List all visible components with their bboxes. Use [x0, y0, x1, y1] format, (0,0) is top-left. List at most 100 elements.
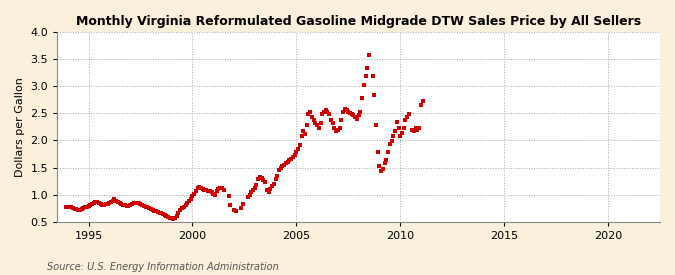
- Point: [301, 123, 312, 127]
- Point: [209, 192, 220, 197]
- Point: [189, 191, 200, 196]
- Point: [94, 201, 105, 205]
- Point: [310, 121, 321, 125]
- Point: [346, 112, 357, 117]
- Point: [291, 150, 302, 155]
- Point: [277, 164, 288, 169]
- Point: [140, 204, 151, 209]
- Point: [236, 206, 246, 210]
- Point: [107, 198, 118, 203]
- Point: [175, 208, 186, 212]
- Point: [182, 201, 192, 205]
- Point: [166, 216, 177, 221]
- Point: [249, 186, 260, 190]
- Point: [114, 200, 125, 205]
- Point: [101, 202, 111, 207]
- Point: [385, 142, 396, 146]
- Point: [325, 118, 336, 122]
- Point: [256, 176, 267, 181]
- Point: [99, 203, 109, 208]
- Point: [392, 120, 402, 125]
- Point: [261, 188, 272, 192]
- Point: [88, 200, 99, 205]
- Point: [217, 186, 227, 190]
- Point: [163, 215, 173, 219]
- Point: [412, 127, 423, 132]
- Point: [338, 109, 348, 114]
- Point: [104, 200, 115, 205]
- Point: [130, 200, 140, 205]
- Point: [74, 208, 85, 212]
- Point: [353, 113, 364, 118]
- Point: [223, 194, 234, 198]
- Point: [95, 202, 106, 207]
- Point: [282, 160, 293, 164]
- Point: [165, 216, 176, 220]
- Point: [334, 126, 345, 130]
- Point: [177, 205, 188, 210]
- Point: [298, 128, 308, 133]
- Point: [340, 107, 350, 111]
- Point: [213, 187, 224, 191]
- Point: [116, 202, 127, 206]
- Point: [86, 202, 97, 206]
- Point: [118, 203, 129, 207]
- Point: [260, 180, 271, 184]
- Point: [132, 200, 142, 205]
- Point: [269, 182, 279, 186]
- Point: [173, 210, 184, 215]
- Point: [251, 183, 262, 187]
- Point: [135, 202, 146, 206]
- Point: [242, 195, 253, 200]
- Point: [402, 115, 412, 119]
- Point: [97, 203, 108, 208]
- Point: [377, 166, 388, 171]
- Point: [61, 205, 72, 209]
- Y-axis label: Dollars per Gallon: Dollars per Gallon: [15, 77, 25, 177]
- Point: [308, 118, 319, 122]
- Point: [416, 103, 427, 107]
- Point: [395, 134, 406, 138]
- Point: [303, 112, 314, 117]
- Point: [352, 117, 362, 121]
- Point: [211, 189, 222, 194]
- Point: [128, 201, 139, 205]
- Point: [105, 199, 116, 204]
- Point: [376, 169, 387, 174]
- Point: [364, 53, 375, 57]
- Point: [73, 208, 84, 212]
- Point: [201, 188, 212, 192]
- Point: [360, 74, 371, 79]
- Point: [350, 115, 360, 119]
- Point: [137, 203, 148, 207]
- Point: [393, 126, 404, 130]
- Point: [62, 204, 73, 209]
- Point: [156, 211, 167, 215]
- Point: [288, 155, 298, 159]
- Point: [121, 204, 132, 208]
- Point: [272, 174, 283, 178]
- Point: [138, 204, 149, 208]
- Point: [64, 204, 75, 209]
- Point: [68, 205, 78, 210]
- Point: [154, 210, 165, 215]
- Point: [407, 127, 418, 132]
- Point: [386, 139, 397, 144]
- Point: [149, 209, 160, 213]
- Point: [369, 93, 379, 98]
- Point: [134, 201, 144, 205]
- Point: [379, 161, 390, 165]
- Point: [187, 194, 198, 199]
- Point: [205, 189, 215, 194]
- Point: [83, 204, 94, 208]
- Point: [145, 207, 156, 211]
- Point: [113, 199, 124, 204]
- Point: [313, 126, 324, 131]
- Point: [71, 207, 82, 211]
- Point: [300, 132, 310, 136]
- Point: [186, 197, 196, 201]
- Point: [69, 207, 80, 211]
- Point: [215, 185, 225, 190]
- Point: [102, 202, 113, 206]
- Point: [371, 123, 381, 127]
